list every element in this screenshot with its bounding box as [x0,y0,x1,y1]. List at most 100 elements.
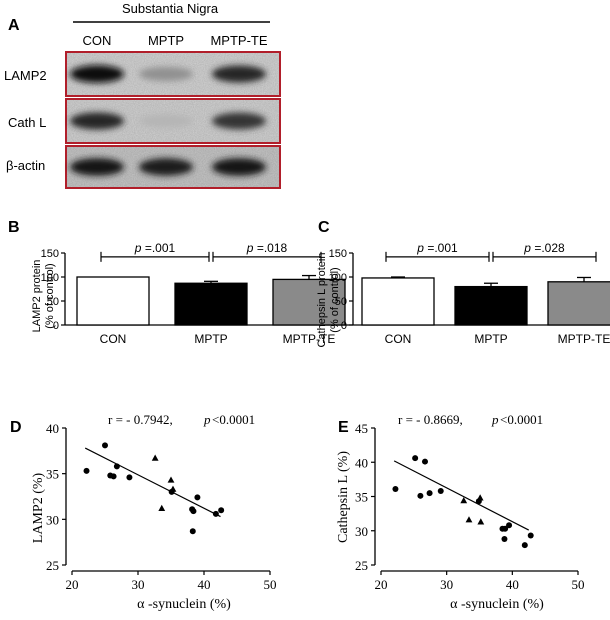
data-point-circle [189,528,196,535]
data-point-triangle [167,476,175,483]
x-tick-label: 30 [132,577,145,592]
data-point-circle [417,492,424,499]
data-point-circle [212,510,219,517]
data-point-circle [392,485,399,492]
blot-band [70,112,124,130]
y-tick-label: 100 [41,272,59,284]
lane-label-mptp-te: MPTP-TE [210,33,267,48]
y-axis-label-line2: (% of control) [44,263,56,328]
blot-band [212,112,266,130]
chart-body: 25 30 35 40 45 20 30 40 50 [355,421,585,592]
data-point-circle [502,525,509,532]
western-blot-panel: A Substantia Nigra CON MPTP MPTP-TE LAMP… [4,1,281,189]
scatter-cathepsin: E r = - 0.8669, p <0.0001 Cathepsin L (%… [336,412,585,612]
blot-band [139,158,193,176]
bar-con [76,276,150,326]
y-tick-label: 30 [46,512,59,527]
category-label: MPTP [194,332,227,346]
bar-mptp [454,285,528,326]
data-point-circle [83,467,90,474]
panel-label-c: C [318,219,330,236]
data-point-circle [412,455,419,462]
row-label-cathl: Cath L [8,115,46,130]
data-point-triangle [151,454,159,461]
panel-label-b: B [8,219,20,236]
blot-region-label: Substantia Nigra [122,1,219,16]
p-value-label: p =.028 [523,241,565,255]
data-point-circle [501,535,508,542]
y-tick-label: 100 [329,272,347,284]
p-value-label: p =.001 [416,241,458,255]
data-point-triangle [465,516,473,523]
bar-mptp-te [547,281,610,326]
bar-chart-lamp2: B LAMP2 protein (% of control) 0 50 100 150… [8,219,353,346]
band-group [70,65,266,83]
y-tick-label: 0 [53,320,59,332]
blot-strip-cathl [65,98,281,144]
data-point-circle [506,522,513,529]
y-tick-label: 35 [355,490,368,505]
data-point-circle [437,488,444,495]
data-point-circle [421,458,428,465]
category-label: MPTP [474,332,507,346]
y-tick-label: 50 [47,296,59,308]
category-label: CON [100,332,127,346]
blot-strip-bactin [65,145,281,189]
y-axis-label: Cathepsin L (%) [336,451,351,543]
scatter-lamp2: D r = - 0.7942, p <0.0001 LAMP2 (%) α -s… [10,412,277,612]
bar-mptp [174,282,248,326]
data-point-triangle [460,497,468,504]
lane-label-con: CON [83,33,112,48]
blot-band [139,114,193,128]
y-axis-label-line2: (% of control) [329,267,341,332]
data-point-circle [426,490,433,497]
y-tick-label: 0 [341,320,347,332]
x-tick-label: 40 [198,577,211,592]
p-value-label: p =.018 [246,241,288,255]
x-tick-label: 20 [375,577,388,592]
lane-label-mptp: MPTP [148,33,184,48]
stat-r: r = - 0.7942, [108,412,173,427]
y-tick-label: 25 [46,558,59,573]
data-point-circle [194,494,201,501]
y-tick-label: 30 [355,524,368,539]
y-tick-label: 35 [46,467,59,482]
bar-con [361,277,435,326]
blot-band [212,158,266,176]
blot-strip-lamp2 [65,51,281,97]
row-label-lamp2: LAMP2 [4,68,47,83]
x-tick-label: 40 [506,577,519,592]
data-point-circle [527,532,534,539]
row-label-bactin: β-actin [6,158,45,173]
stat-p-prefix: p [491,412,499,427]
data-point-circle [113,463,120,470]
data-point-circle [102,442,108,449]
data-point-triangle [158,504,166,511]
x-tick-label: 50 [264,577,277,592]
band-group [70,112,266,130]
stat-p: <0.0001 [212,412,255,427]
stat-r: r = - 0.8669, [398,412,463,427]
category-label: MPTP-TE [558,332,610,346]
blot-band [139,66,193,82]
panel-label-a: A [8,17,20,34]
data-point-circle [126,474,133,481]
y-axis-label-line1: LAMP2 protein [31,260,43,333]
data-point-circle [218,507,225,514]
y-tick-label: 40 [355,455,368,470]
data-point-triangle [477,518,485,525]
stat-p-prefix: p [203,412,211,427]
x-axis-label: α -synuclein (%) [137,597,231,612]
y-axis-label-line1: Cathepsin L protein [316,253,328,348]
data-point-circle [190,508,197,515]
category-label: MPTP-TE [283,332,336,346]
y-tick-label: 25 [355,558,368,573]
data-point-triangle [476,494,484,501]
x-tick-label: 50 [572,577,585,592]
x-tick-label: 20 [66,577,79,592]
stat-p: <0.0001 [500,412,543,427]
data-point-circle [521,542,528,549]
bar-chart-cathepsin: C Cathepsin L protein (% of control) 0 50… [316,219,610,348]
data-point-triangle [169,485,177,492]
